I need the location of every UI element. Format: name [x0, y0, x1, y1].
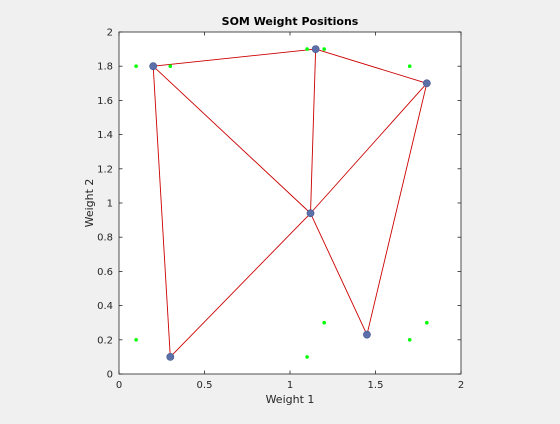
- y-axis-ticks: 0 0.2 0.4 0.6 0.8 1 1.2 1.4 1.6 1.8 2: [97, 28, 461, 381]
- input-point: [407, 338, 412, 342]
- neuron-connection: [315, 48, 427, 84]
- y-tick-label: 0.2: [97, 335, 113, 346]
- y-tick-label: 1.6: [97, 96, 113, 107]
- x-tick-label: 0.5: [197, 380, 213, 391]
- neurons-layer: [149, 45, 431, 361]
- x-tick-label: 0: [116, 380, 122, 391]
- chart-title: SOM Weight Positions: [222, 15, 359, 28]
- plot-area: [119, 32, 461, 374]
- neuron-connection: [310, 82, 428, 214]
- y-axis-label: Weight 2: [83, 179, 96, 228]
- x-axis-label: Weight 1: [266, 393, 315, 406]
- neuron-connection: [152, 66, 171, 357]
- y-tick-label: 1.8: [97, 62, 113, 73]
- neuron-connection: [366, 83, 428, 335]
- input-point: [168, 64, 173, 68]
- y-tick-label: 0.8: [97, 233, 113, 244]
- neuron-point: [363, 330, 371, 339]
- neuron-point: [311, 45, 320, 53]
- y-tick-label: 0.4: [97, 301, 113, 312]
- neuron-connection: [169, 212, 311, 358]
- input-point: [134, 338, 138, 342]
- input-point: [425, 320, 429, 325]
- input-point: [322, 320, 327, 325]
- neuron-connection: [153, 48, 316, 67]
- x-axis-ticks: 0 0.5 1 1.5 2: [116, 32, 464, 391]
- x-tick-label: 1: [287, 380, 293, 391]
- y-tick-label: 0: [107, 370, 113, 381]
- input-point: [407, 64, 412, 68]
- neuron-connection: [152, 65, 311, 214]
- y-tick-label: 1: [107, 199, 113, 210]
- neuron-point: [422, 79, 431, 88]
- neuron-connection: [310, 49, 317, 214]
- input-point: [134, 64, 138, 68]
- input-point: [322, 47, 327, 51]
- edges-layer: [152, 48, 428, 358]
- y-tick-label: 1.2: [97, 164, 113, 175]
- neuron-point: [166, 352, 175, 361]
- x-tick-label: 2: [458, 380, 464, 391]
- x-tick-label: 1.5: [368, 380, 384, 391]
- neuron-point: [306, 209, 315, 218]
- y-tick-label: 1.4: [97, 130, 113, 141]
- input-points-layer: [134, 47, 429, 359]
- input-point: [305, 47, 309, 51]
- neuron-point: [149, 62, 158, 71]
- y-tick-label: 0.6: [97, 267, 113, 278]
- y-tick-label: 2: [107, 28, 113, 39]
- neuron-connection: [310, 213, 368, 335]
- input-point: [305, 355, 309, 359]
